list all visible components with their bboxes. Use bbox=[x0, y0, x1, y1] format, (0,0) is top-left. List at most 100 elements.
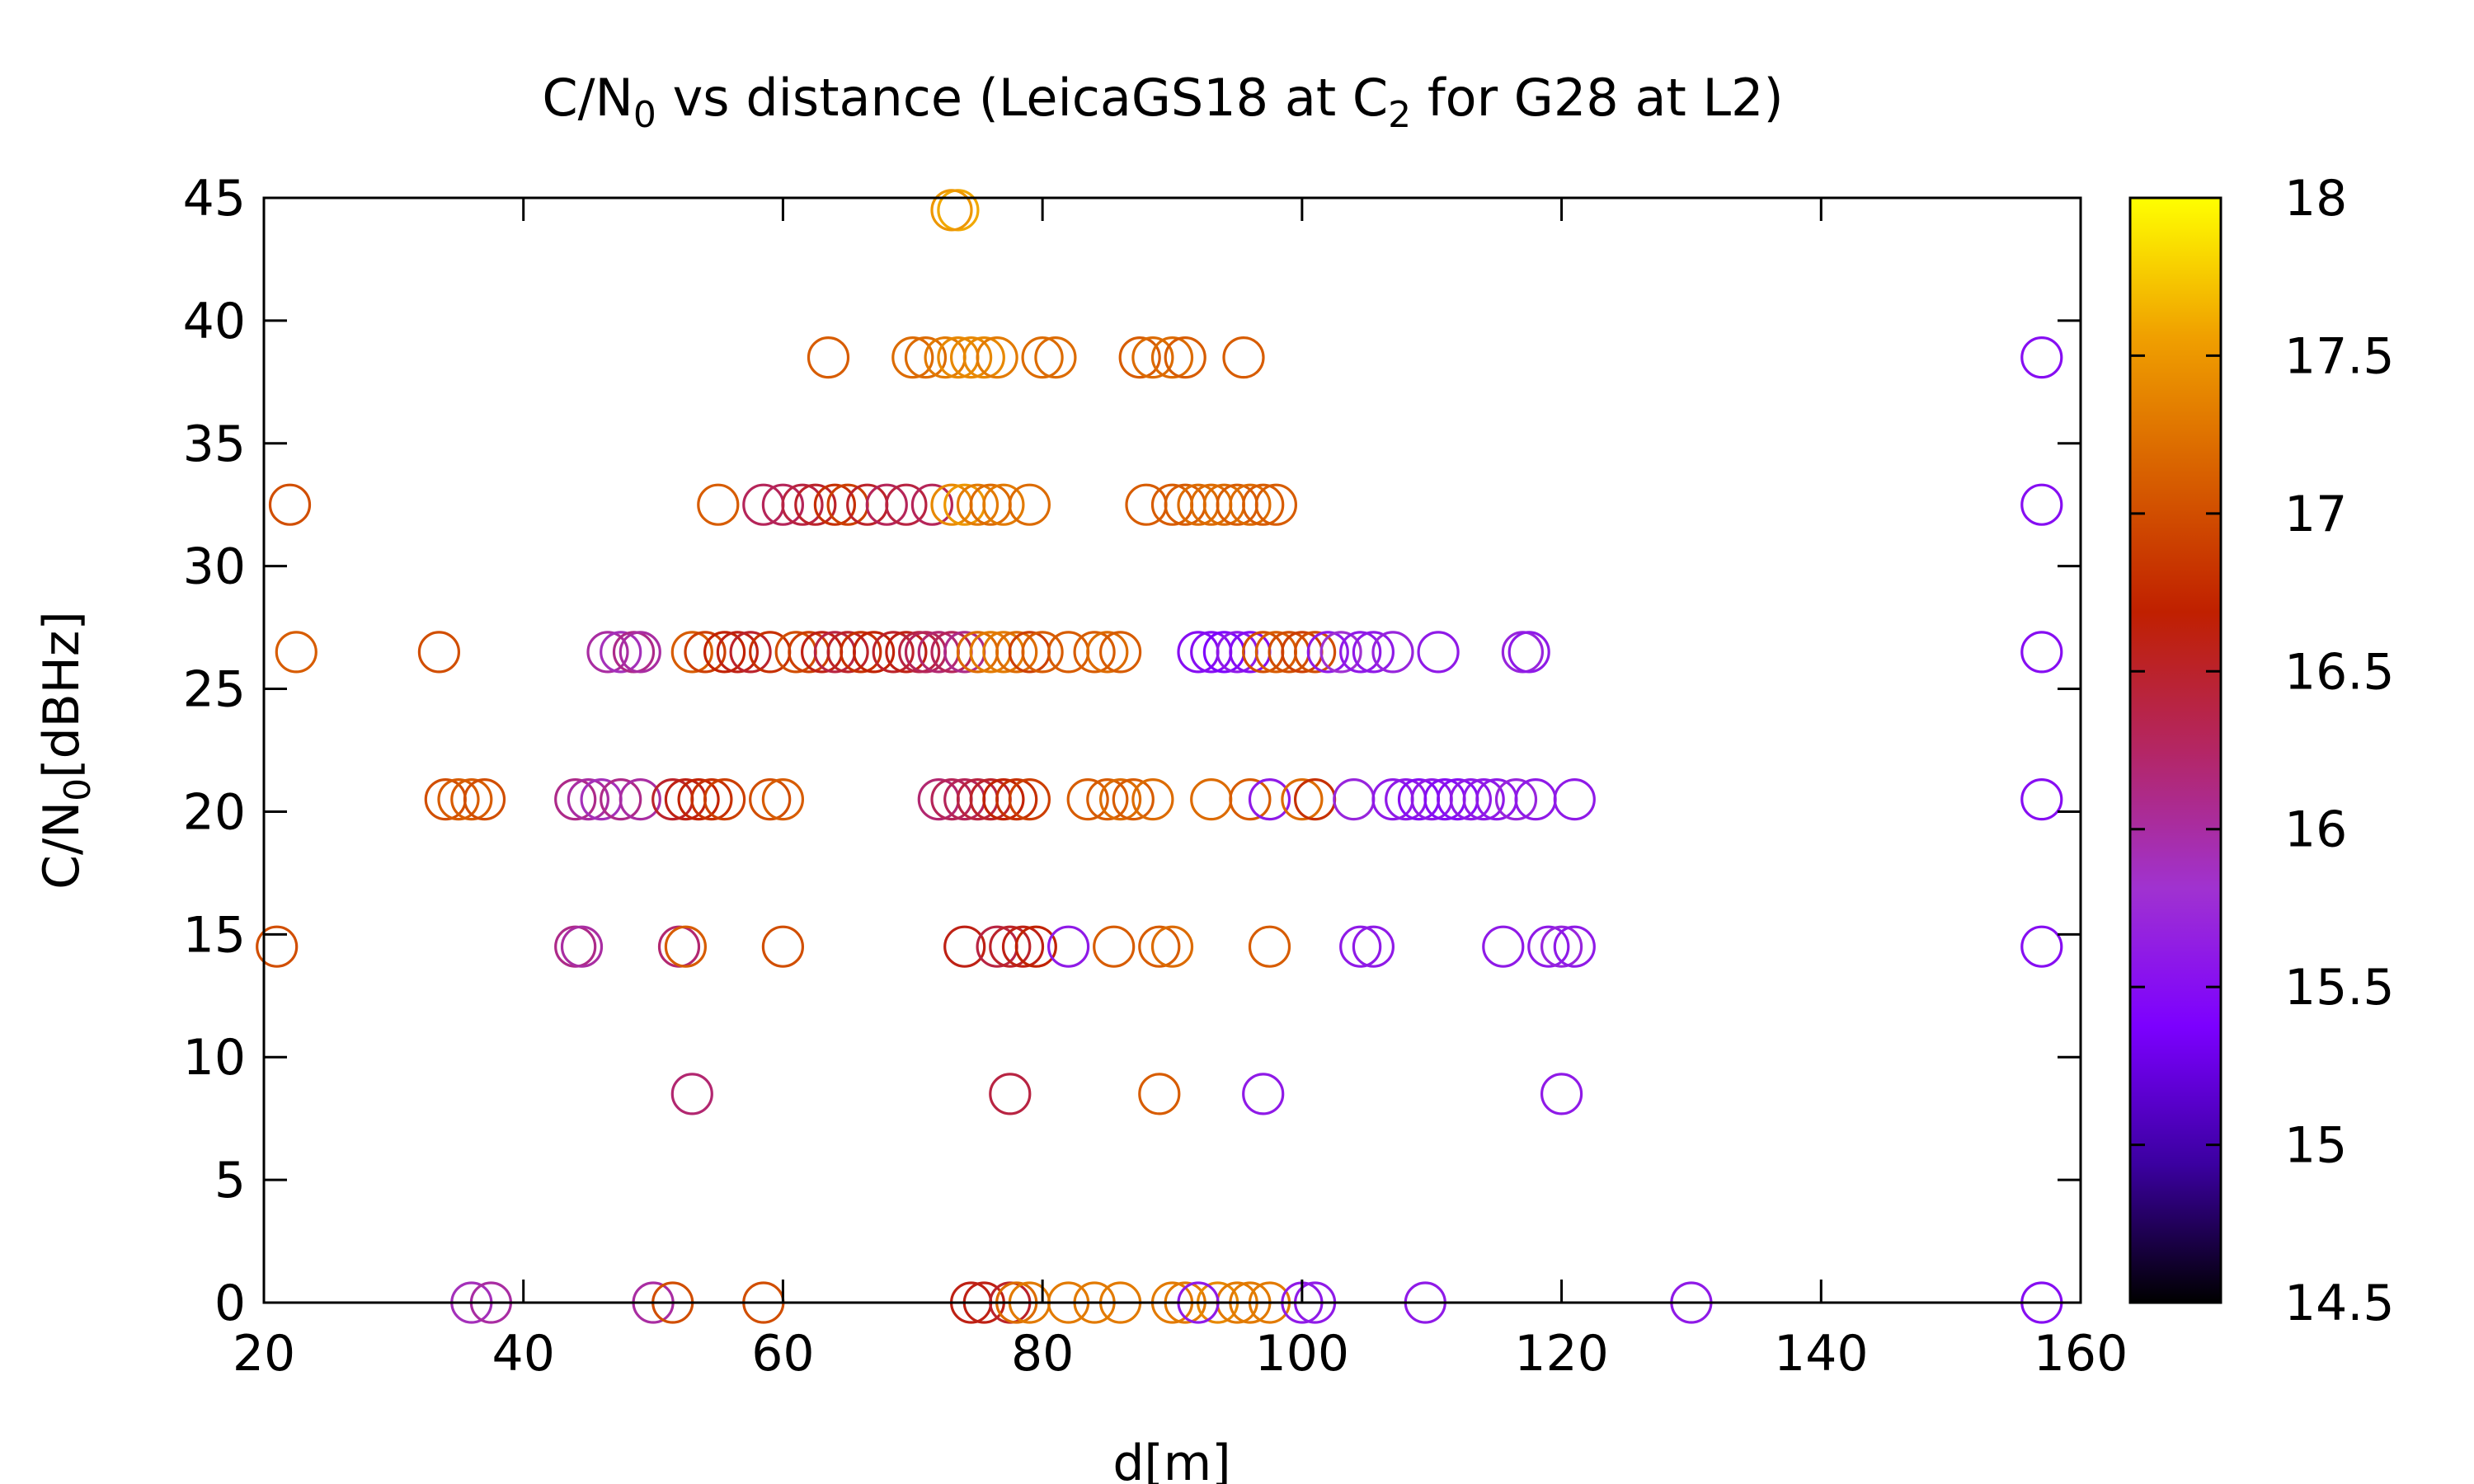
data-point bbox=[664, 925, 708, 968]
data-point bbox=[2020, 631, 2063, 674]
data-point bbox=[1339, 925, 1382, 968]
data-points bbox=[256, 189, 2063, 1324]
data-point bbox=[703, 777, 746, 821]
x-tick-label: 40 bbox=[492, 1325, 555, 1383]
data-point bbox=[1066, 777, 1109, 821]
data-point bbox=[2020, 483, 2063, 526]
data-point bbox=[1352, 631, 1395, 674]
data-point bbox=[618, 777, 661, 821]
x-tick-label: 20 bbox=[233, 1325, 295, 1383]
data-point bbox=[1222, 336, 1265, 379]
colorbar-frame bbox=[2128, 196, 2222, 1304]
data-point bbox=[1150, 336, 1194, 379]
data-point bbox=[677, 777, 720, 821]
data-point bbox=[885, 483, 928, 526]
x-tick-label: 140 bbox=[1774, 1325, 1869, 1383]
data-point bbox=[949, 336, 993, 379]
data-point bbox=[1248, 777, 1291, 821]
data-point bbox=[697, 483, 740, 526]
y-tick-label: 0 bbox=[214, 1275, 246, 1332]
data-point bbox=[852, 631, 896, 674]
data-point bbox=[1352, 925, 1395, 968]
colorbar-tick-label: 14.5 bbox=[2284, 1275, 2395, 1332]
data-point bbox=[1319, 631, 1362, 674]
colorbar-tick-label: 15.5 bbox=[2284, 959, 2395, 1017]
x-axis-label: d[m] bbox=[1112, 1435, 1230, 1484]
data-point bbox=[716, 631, 760, 674]
data-point bbox=[910, 483, 954, 526]
x-tick-label: 80 bbox=[1011, 1325, 1074, 1383]
data-point bbox=[1118, 336, 1161, 379]
data-point bbox=[1093, 925, 1136, 968]
data-point bbox=[1371, 631, 1414, 674]
data-point bbox=[1242, 483, 1285, 526]
data-point bbox=[1462, 777, 1505, 821]
data-point bbox=[463, 777, 506, 821]
x-tick-label: 60 bbox=[751, 1325, 814, 1383]
colorbar-tick-label: 16 bbox=[2284, 801, 2347, 859]
data-point bbox=[1098, 631, 1142, 674]
data-point bbox=[1306, 631, 1349, 674]
data-point bbox=[275, 631, 317, 674]
colorbar-tick-label: 16.5 bbox=[2284, 643, 2395, 701]
data-point bbox=[1229, 483, 1272, 526]
data-point bbox=[840, 631, 882, 674]
data-point bbox=[670, 631, 713, 674]
data-point bbox=[560, 925, 604, 968]
data-point bbox=[982, 777, 1025, 821]
data-point bbox=[1098, 777, 1142, 821]
data-point bbox=[1482, 925, 1525, 968]
data-point bbox=[1190, 777, 1233, 821]
data-point bbox=[995, 777, 1038, 821]
data-point bbox=[761, 483, 805, 526]
data-point bbox=[670, 1073, 713, 1115]
data-point bbox=[1112, 777, 1155, 821]
plot-area: 20 40 60 80 100 120 140 160 0 5 10 15 20 25 30 35 40 45 bbox=[183, 170, 2128, 1383]
data-point bbox=[1047, 925, 1090, 968]
x-tick-label: 160 bbox=[2034, 1325, 2128, 1383]
data-point bbox=[1014, 925, 1057, 968]
data-point bbox=[268, 483, 312, 526]
data-point bbox=[1333, 777, 1376, 821]
data-point bbox=[1086, 631, 1129, 674]
plot-frame bbox=[262, 196, 2082, 1304]
colorbar-ticks: 14.5 15 15.5 16 16.5 17 17.5 18 bbox=[2130, 170, 2395, 1332]
x-tick-label: 100 bbox=[1255, 1325, 1350, 1383]
data-point bbox=[1131, 777, 1174, 821]
data-point bbox=[1131, 336, 1174, 379]
data-point bbox=[1229, 777, 1272, 821]
data-point bbox=[1553, 925, 1596, 968]
chart-title: C/N0 vs distance (LeicaGS18 at C2 for G2… bbox=[542, 68, 1783, 136]
data-point bbox=[567, 777, 610, 821]
data-point bbox=[1073, 631, 1116, 674]
data-point bbox=[989, 925, 1032, 968]
data-point bbox=[1008, 777, 1051, 821]
data-point bbox=[1507, 631, 1550, 674]
colorbar-tick-label: 17.5 bbox=[2284, 327, 2395, 385]
y-tick-label: 15 bbox=[183, 906, 246, 964]
data-point bbox=[1150, 925, 1194, 968]
colorbar-gradient bbox=[2130, 198, 2221, 1303]
colorbar-tick-label: 15 bbox=[2284, 1117, 2347, 1175]
data-point bbox=[600, 777, 642, 821]
data-point bbox=[1138, 925, 1181, 968]
data-point bbox=[554, 777, 597, 821]
data-point bbox=[1293, 631, 1337, 674]
data-point bbox=[1254, 483, 1298, 526]
data-point bbox=[930, 189, 973, 232]
data-point bbox=[976, 336, 1018, 379]
data-point bbox=[256, 925, 299, 968]
colorbar: 14.5 15 15.5 16 16.5 17 17.5 18 bbox=[2128, 170, 2395, 1332]
data-point bbox=[1021, 336, 1064, 379]
y-tick-label: 45 bbox=[183, 170, 246, 228]
data-point bbox=[1553, 777, 1596, 821]
data-point bbox=[437, 777, 480, 821]
y-tick-label: 5 bbox=[214, 1152, 246, 1209]
data-point bbox=[1540, 1073, 1583, 1115]
data-point bbox=[1021, 631, 1064, 674]
colorbar-tick-label: 17 bbox=[2284, 486, 2347, 543]
y-tick-label: 35 bbox=[183, 416, 246, 473]
data-point bbox=[794, 483, 837, 526]
data-point bbox=[749, 777, 792, 821]
